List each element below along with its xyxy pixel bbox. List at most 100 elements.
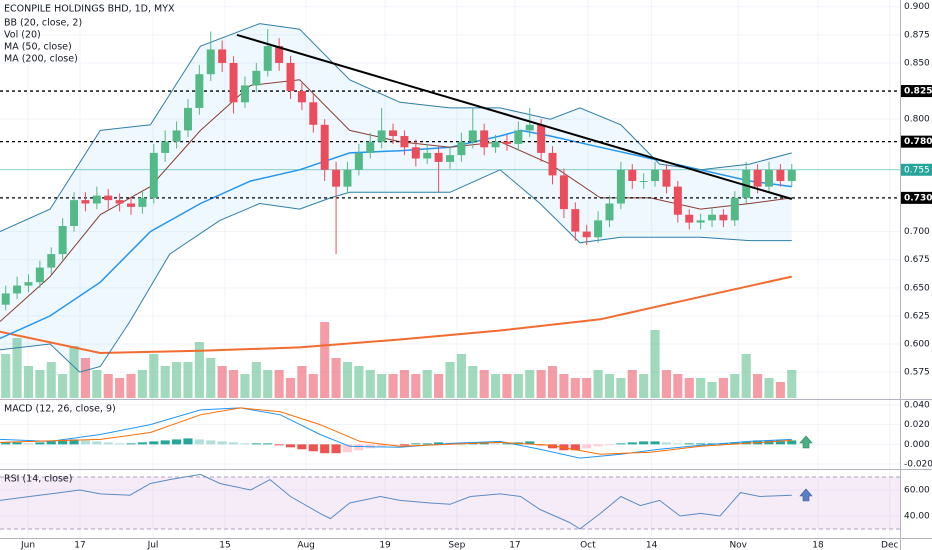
volume-bar	[206, 358, 216, 398]
indicator-label: Vol (20)	[4, 30, 41, 41]
volume-bar	[23, 366, 34, 398]
macd-histogram-bar	[570, 444, 580, 451]
volume-bar	[251, 362, 261, 398]
volume-bar	[753, 374, 763, 398]
candle-body	[765, 169, 773, 187]
macd-histogram-bar	[787, 440, 797, 445]
macd-histogram-bar	[115, 443, 125, 445]
candle-body	[240, 85, 249, 103]
volume-bar	[627, 370, 637, 398]
volume-bar	[354, 366, 364, 398]
macd-histogram-bar	[69, 439, 79, 445]
volume-bar	[228, 370, 239, 398]
volume-bar	[513, 374, 523, 398]
last-price-box	[901, 163, 932, 176]
candle-body	[13, 285, 22, 294]
volume-bar	[525, 370, 535, 398]
macd-histogram-bar	[650, 441, 660, 445]
candle-body	[457, 141, 466, 156]
volume-bar	[582, 378, 592, 398]
macd-histogram-bar	[217, 441, 227, 445]
macd-histogram-bar	[639, 441, 649, 445]
volume-bar	[194, 342, 204, 398]
volume-bar	[502, 374, 512, 398]
volume-bar	[126, 374, 136, 398]
x-tick-label: Jul	[147, 541, 159, 550]
macd-histogram-bar	[126, 443, 136, 445]
candle-body	[286, 62, 295, 92]
x-tick-label: Dec	[881, 541, 898, 550]
y-tick-label: 0.600	[904, 340, 930, 350]
macd-histogram-bar	[730, 442, 740, 445]
volume-bar	[730, 374, 740, 398]
macd-histogram-bar	[206, 440, 216, 445]
alert-arrow[interactable]	[799, 488, 813, 502]
volume-bar	[764, 378, 774, 398]
y-tick-label: 0.625	[904, 311, 930, 321]
volume-bar	[297, 366, 307, 398]
candle-body	[229, 62, 238, 103]
volume-bar	[445, 362, 455, 398]
x-tick-label: 15	[219, 541, 230, 550]
macd-histogram-bar	[696, 443, 706, 445]
macd-histogram-bar	[604, 444, 615, 446]
volume-bar	[661, 370, 672, 398]
volume-bar	[593, 370, 603, 398]
level-label-box	[901, 191, 932, 204]
macd-histogram-bar	[228, 442, 239, 445]
candle-body	[218, 49, 227, 63]
candle-body	[571, 209, 580, 232]
y-tick-label: 0.020	[904, 420, 930, 430]
level-label: 0.825	[904, 87, 932, 97]
volume-bar	[741, 354, 751, 398]
volume-bar	[399, 370, 409, 398]
candle-body	[115, 200, 124, 204]
candle-body	[639, 181, 648, 183]
volume-bar	[342, 362, 353, 398]
volume-bar	[775, 382, 785, 398]
candle-body	[434, 152, 443, 162]
candle-body	[708, 214, 717, 221]
volume-bar	[1, 354, 11, 398]
macd-histogram-bar	[525, 441, 535, 445]
ma200-line	[0, 275, 793, 355]
y-tick-label: 0.040	[904, 400, 930, 410]
bb-fill	[0, 23, 792, 373]
x-tick-label: Aug	[297, 541, 315, 550]
macd-histogram-bar	[12, 442, 22, 445]
y-tick-label: 0.900	[904, 2, 930, 12]
y-tick-label: 0.675	[904, 255, 930, 265]
macd-histogram-bar	[58, 440, 68, 445]
volume-bar	[183, 362, 193, 398]
candle-body	[411, 147, 420, 159]
y-tick-label: 0.700	[904, 227, 930, 237]
x-tick-label: Sep	[448, 541, 465, 550]
volume-bar	[331, 358, 341, 398]
volume-bar	[308, 374, 318, 398]
candle-body	[730, 197, 739, 221]
candle-body	[491, 141, 500, 148]
volume-bar	[160, 366, 170, 398]
candle-body	[70, 200, 79, 226]
volume-bar	[696, 378, 706, 398]
macd-histogram-bar	[172, 439, 182, 445]
candle-body	[742, 169, 751, 198]
volume-bar	[434, 374, 444, 398]
macd-histogram-bar	[274, 444, 284, 446]
y-tick-label: 0.850	[904, 58, 930, 68]
candle-body	[502, 141, 511, 144]
alert-arrow[interactable]	[799, 435, 813, 449]
volume-bar	[12, 338, 22, 398]
macd-histogram-bar	[160, 440, 170, 445]
macd-histogram-bar	[491, 443, 501, 445]
candle-body	[776, 169, 785, 182]
indicator-label: BB (20, close, 2)	[4, 18, 82, 29]
volume-bar	[604, 374, 615, 398]
macd-histogram-bar	[616, 443, 626, 445]
macd-histogram-bar	[593, 444, 603, 447]
candle-body	[400, 136, 409, 148]
macd-line	[0, 407, 792, 459]
volume-bar	[639, 374, 649, 398]
candle-body	[594, 220, 603, 238]
candle-body	[183, 107, 192, 131]
